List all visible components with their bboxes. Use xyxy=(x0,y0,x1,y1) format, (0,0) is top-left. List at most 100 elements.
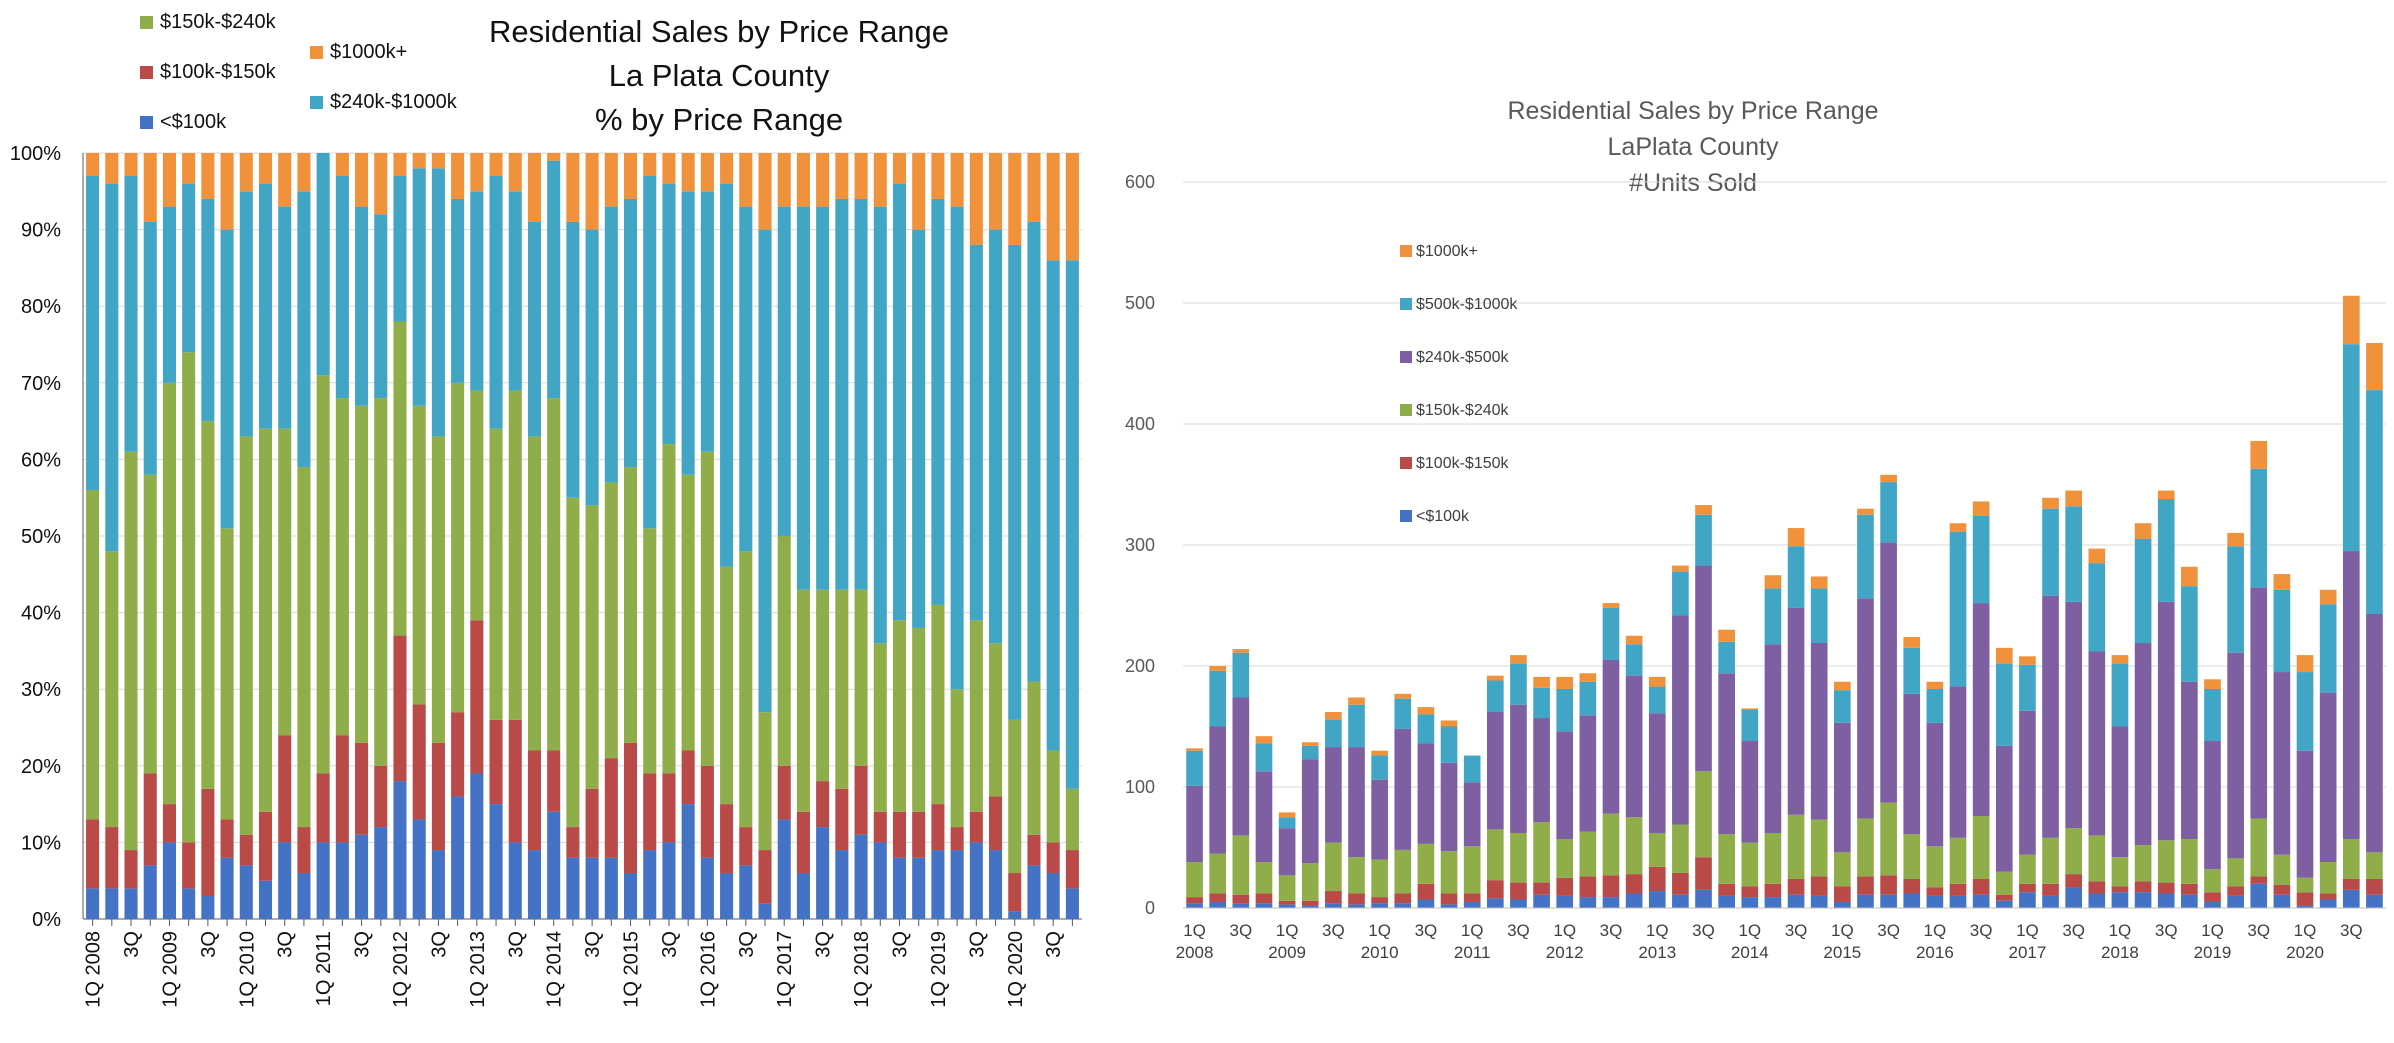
y-tick-label: 500 xyxy=(1125,293,1155,313)
bar-segment-p100_150 xyxy=(527,750,542,851)
bar-segment-p100_150 xyxy=(1672,872,1689,895)
bar-segment-p500_1000 xyxy=(623,198,638,468)
bar-segment-p1000 xyxy=(1787,528,1805,547)
bar-segment-p240_500 xyxy=(1463,782,1481,847)
bar-segment-p1000 xyxy=(1672,565,1689,572)
bar-segment-p1000 xyxy=(547,153,561,161)
legend-label: <$100k xyxy=(160,111,227,133)
bar-segment-p100_150 xyxy=(1255,893,1273,904)
bar-segment-p1000 xyxy=(777,153,791,207)
bar-segment-p150_240 xyxy=(1046,750,1060,843)
units-chart-svg: Residential Sales by Price Range LaPlata … xyxy=(1125,97,2386,962)
bar-segment-p1000 xyxy=(1348,697,1365,705)
bar-segment-p1000 xyxy=(2227,532,2244,547)
bar-segment-p100_150 xyxy=(1463,893,1481,902)
bar-segment-lt100 xyxy=(2111,892,2129,908)
bar-segment-p100_150 xyxy=(1880,875,1897,895)
bar-segment-p500_1000 xyxy=(816,206,830,590)
bar-segment-p100_150 xyxy=(1995,894,2013,901)
bar-segment-lt100 xyxy=(566,857,580,919)
bar-segment-p150_240 xyxy=(508,390,522,720)
x-tick-label: 3Q xyxy=(352,931,374,958)
bar-segment-p500_1000 xyxy=(566,221,580,498)
bar-segment-p240_500 xyxy=(1834,722,1851,853)
bar-segment-p100_150 xyxy=(1625,874,1643,894)
bar-segment-lt100 xyxy=(912,857,926,919)
bar-segment-p150_240 xyxy=(1463,846,1481,894)
bar-segment-p1000 xyxy=(1625,635,1643,645)
bar-segment-lt100 xyxy=(1463,901,1481,908)
bar-segment-p100_150 xyxy=(1857,876,1874,895)
bar-segment-p100_150 xyxy=(1648,866,1666,892)
bar-segment-p150_240 xyxy=(489,428,503,720)
bar-segment-p500_1000 xyxy=(1046,260,1060,751)
bar-segment-p100_150 xyxy=(335,735,349,843)
bar-segment-p1000 xyxy=(1764,575,1782,589)
bar-segment-p100_150 xyxy=(86,819,100,889)
bar-segment-lt100 xyxy=(2204,901,2221,908)
bar-segment-p1000 xyxy=(1301,742,1319,746)
bar-segment-p150_240 xyxy=(1834,852,1851,887)
x-tick-label: 2014 xyxy=(1731,943,1769,962)
bar-segment-p1000 xyxy=(989,153,1003,230)
bar-segment-lt100 xyxy=(1232,903,1250,908)
bar-segment-p240_500 xyxy=(1209,726,1227,854)
x-tick-label: 3Q xyxy=(2062,921,2085,940)
x-tick-label: 2015 xyxy=(1823,943,1861,962)
bar-segment-p150_240 xyxy=(1417,843,1435,884)
bar-segment-p1000 xyxy=(162,153,176,207)
y-tick-label: 60% xyxy=(21,449,61,471)
bar-segment-lt100 xyxy=(1008,911,1022,919)
bar-segment-p150_240 xyxy=(1995,871,2013,895)
bar-segment-p500_1000 xyxy=(1648,686,1666,714)
bar-segment-p100_150 xyxy=(278,735,292,843)
bar-segment-p500_1000 xyxy=(1787,546,1805,608)
bar-segment-p150_240 xyxy=(2181,839,2198,884)
bar-segment-lt100 xyxy=(355,834,369,919)
bar-segment-p150_240 xyxy=(201,421,215,789)
bar-segment-lt100 xyxy=(1648,891,1666,908)
bar-segment-p100_150 xyxy=(681,750,695,805)
bar-segment-p1000 xyxy=(489,153,503,176)
bar-segment-p150_240 xyxy=(662,444,676,774)
x-tick-label: 1Q xyxy=(2109,921,2132,940)
units-chart: Residential Sales by Price Range LaPlata … xyxy=(1110,0,2394,1038)
bar-segment-p240_500 xyxy=(1510,704,1527,833)
bar-segment-p100_150 xyxy=(662,773,676,843)
bar-segment-p100_150 xyxy=(1065,850,1079,889)
bar-segment-p500_1000 xyxy=(604,206,618,483)
bar-segment-p240_500 xyxy=(1648,713,1666,833)
bar-segment-p240_500 xyxy=(1741,741,1759,843)
bar-segment-p100_150 xyxy=(643,773,657,851)
bar-segment-p1000 xyxy=(1325,711,1342,720)
percent-chart-svg: Residential Sales by Price Range La Plata… xyxy=(10,11,1082,1008)
bar-segment-lt100 xyxy=(700,857,714,919)
bar-segment-p100_150 xyxy=(912,811,926,858)
bar-segment-p150_240 xyxy=(2273,854,2291,886)
x-tick-label: 2020 xyxy=(2286,943,2324,962)
x-tick-label: 3Q xyxy=(198,931,220,958)
bar-segment-p150_240 xyxy=(700,451,714,766)
bar-segment-lt100 xyxy=(2065,887,2083,908)
bar-segment-p500_1000 xyxy=(258,183,273,429)
bar-segment-p500_1000 xyxy=(335,175,349,399)
legend-swatch xyxy=(1400,351,1412,363)
bar-segment-p240_500 xyxy=(1926,722,1944,847)
bar-segment-lt100 xyxy=(816,827,830,919)
bar-segment-p500_1000 xyxy=(431,168,445,437)
bar-segment-p150_240 xyxy=(1695,771,1712,858)
bar-segment-p100_150 xyxy=(566,827,580,858)
x-tick-label: 3Q xyxy=(1970,921,1993,940)
bar-segment-p500_1000 xyxy=(2181,586,2198,682)
legend-swatch xyxy=(310,46,323,59)
bar-segment-p1000 xyxy=(1903,636,1921,648)
bar-segment-lt100 xyxy=(393,781,407,919)
bar-segment-lt100 xyxy=(2088,893,2106,908)
bar-segment-p500_1000 xyxy=(451,198,465,383)
bar-segment-p500_1000 xyxy=(2111,663,2129,727)
bar-segment-p500_1000 xyxy=(1027,221,1041,682)
bar-segment-p500_1000 xyxy=(162,206,176,383)
x-tick-label: 1Q 2013 xyxy=(467,931,489,1008)
bar-segment-p500_1000 xyxy=(643,175,657,529)
bar-segment-p1000 xyxy=(892,153,907,184)
